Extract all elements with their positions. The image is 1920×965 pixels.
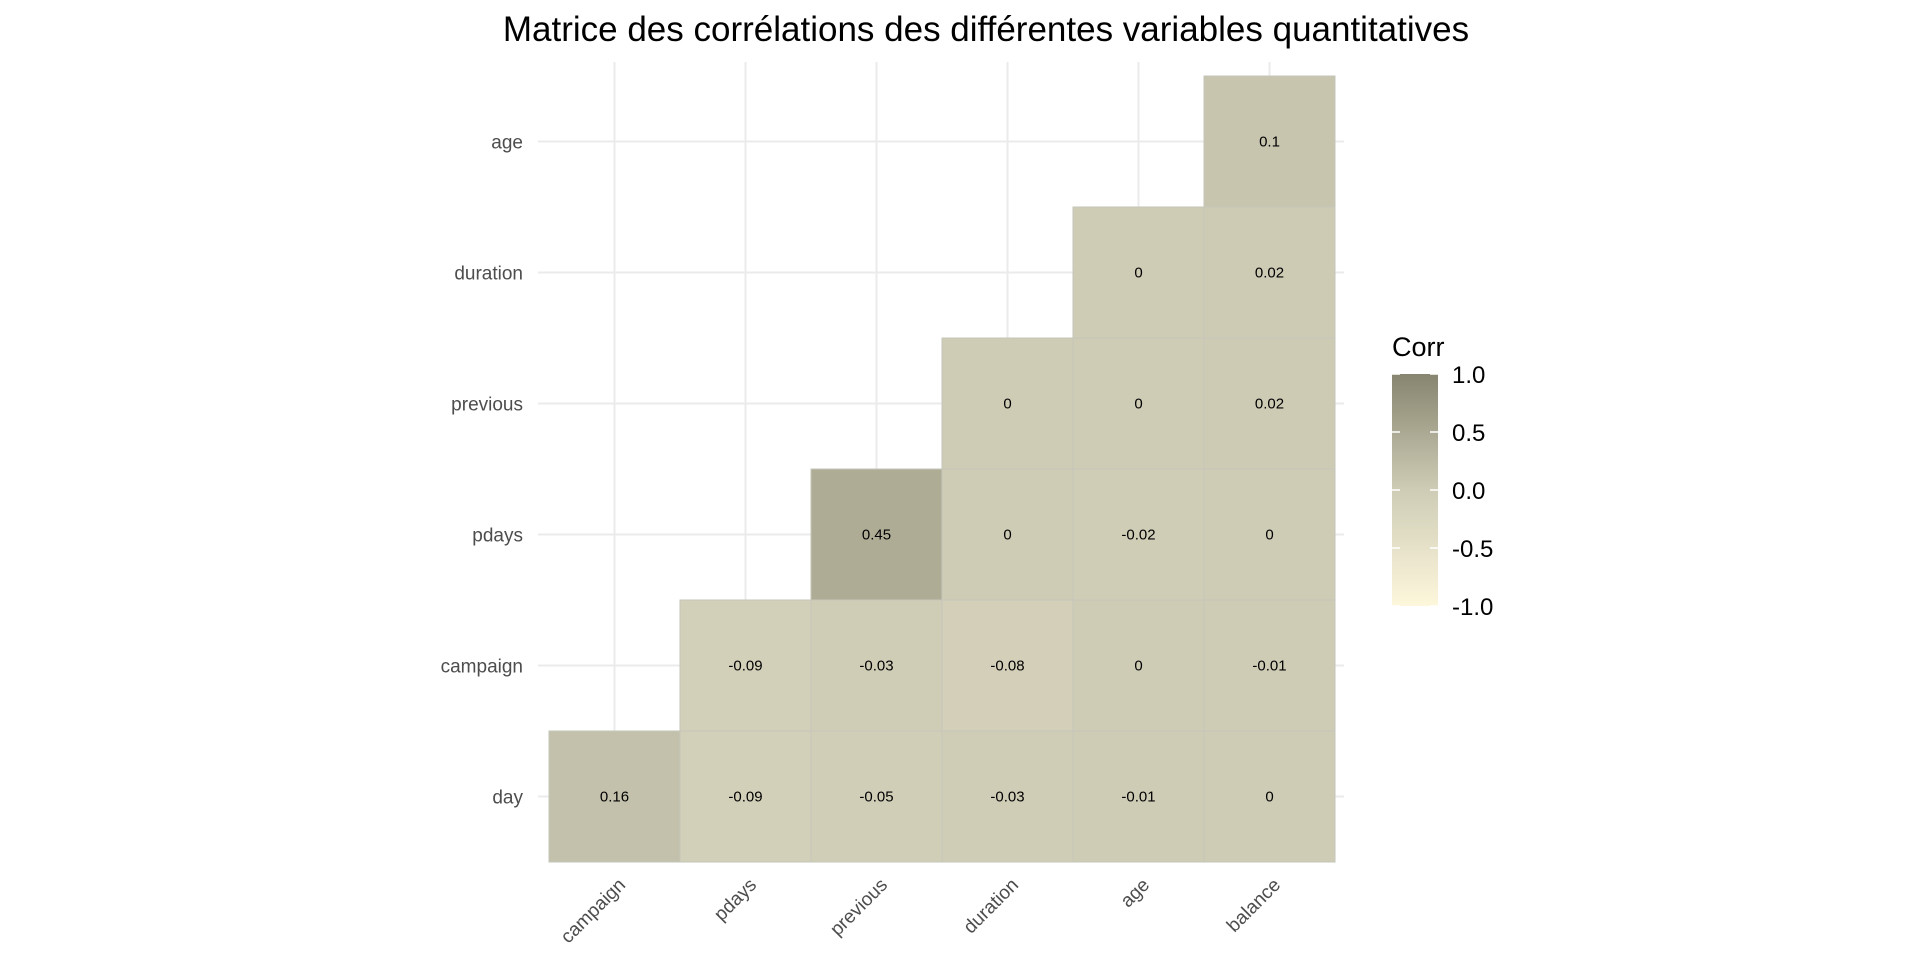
cell-label-balance-duration: 0.02 [1255, 265, 1284, 282]
x-tick-label-pdays: pdays [710, 875, 761, 926]
cell-campaign-day [548, 730, 681, 863]
legend-label-0.0: 0.0 [1452, 478, 1485, 505]
x-tick-label-duration: duration [960, 875, 1023, 938]
legend-label--1.0: -1.0 [1452, 594, 1493, 621]
y-tick-label-day: day [492, 788, 523, 809]
cell-label-age-day: -0.01 [1121, 789, 1155, 806]
x-tick-label-balance: balance [1223, 875, 1285, 937]
cell-duration-pdays [941, 468, 1074, 601]
cell-balance-campaign [1203, 599, 1336, 732]
cell-pdays-campaign [679, 599, 812, 732]
cell-label-age-pdays: -0.02 [1121, 527, 1155, 544]
cell-label-previous-pdays: 0.45 [862, 527, 891, 544]
cell-label-age-campaign: 0 [1134, 658, 1142, 675]
cell-age-duration [1072, 206, 1205, 339]
y-axis: age duration previous pdays campaign day [441, 133, 524, 809]
cell-label-age-previous: 0 [1134, 396, 1142, 413]
x-tick-label-previous: previous [826, 875, 892, 941]
x-tick-label-campaign: campaign [557, 875, 630, 948]
x-tick-label-age: age [1117, 875, 1154, 912]
y-tick-label-previous: previous [451, 395, 523, 416]
cell-duration-previous [941, 337, 1074, 470]
cell-label-pdays-campaign: -0.09 [728, 658, 762, 675]
legend-label-1.0: 1.0 [1452, 362, 1485, 389]
legend: Corr 1.0 0.5 0.0 -0.5 -1.0 [1392, 332, 1493, 621]
legend-title: Corr [1392, 332, 1445, 362]
cell-label-previous-campaign: -0.03 [859, 658, 893, 675]
cell-label-age-duration: 0 [1134, 265, 1142, 282]
cell-label-campaign-day: 0.16 [600, 789, 629, 806]
cell-age-pdays [1072, 468, 1205, 601]
cell-previous-campaign [810, 599, 943, 732]
cell-label-duration-pdays: 0 [1003, 527, 1011, 544]
heatmap-cells [548, 75, 1336, 863]
cell-label-balance-campaign: -0.01 [1252, 658, 1286, 675]
cell-previous-day [810, 730, 943, 863]
cell-label-balance-previous: 0.02 [1255, 396, 1284, 413]
cell-label-duration-day: -0.03 [990, 789, 1024, 806]
cell-age-previous [1072, 337, 1205, 470]
cell-label-duration-campaign: -0.08 [990, 658, 1024, 675]
cell-pdays-day [679, 730, 812, 863]
cell-label-balance-pdays: 0 [1265, 527, 1273, 544]
cell-balance-age [1203, 75, 1336, 208]
cell-age-campaign [1072, 599, 1205, 732]
legend-label--0.5: -0.5 [1452, 536, 1493, 563]
y-tick-label-age: age [491, 133, 523, 154]
cell-balance-day [1203, 730, 1336, 863]
cell-label-balance-age: 0.1 [1259, 134, 1280, 151]
x-axis: campaign pdays previous duration age balance [557, 875, 1285, 948]
y-tick-label-pdays: pdays [472, 526, 523, 547]
cell-label-previous-day: -0.05 [859, 789, 893, 806]
y-tick-label-duration: duration [454, 264, 523, 285]
cell-age-day [1072, 730, 1205, 863]
cell-label-duration-previous: 0 [1003, 396, 1011, 413]
chart-title: Matrice des corrélations des différentes… [503, 10, 1469, 49]
cell-balance-duration [1203, 206, 1336, 339]
cell-label-pdays-day: -0.09 [728, 789, 762, 806]
cell-duration-day [941, 730, 1074, 863]
cell-balance-pdays [1203, 468, 1336, 601]
cell-duration-campaign [941, 599, 1074, 732]
cell-previous-pdays [810, 468, 943, 601]
cell-label-balance-day: 0 [1265, 789, 1273, 806]
legend-label-0.5: 0.5 [1452, 420, 1485, 447]
y-tick-label-campaign: campaign [441, 657, 523, 678]
heatmap-cell-labels: 0.1 0 0.02 0 0 0.02 0.45 0 -0.02 0 -0.09 -0.03 -0.08… [600, 134, 1287, 806]
